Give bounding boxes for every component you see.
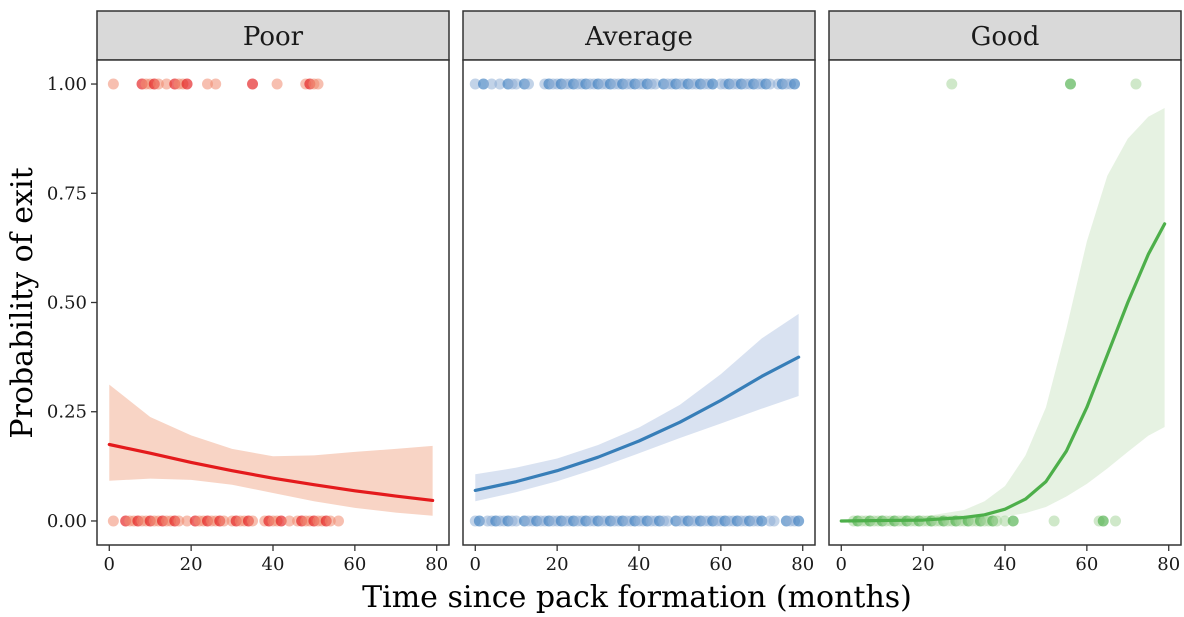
strip-label: Good bbox=[971, 22, 1040, 52]
data-point-stay bbox=[332, 515, 344, 527]
y-tick-label: 1.00 bbox=[47, 74, 87, 95]
data-point-stay bbox=[999, 515, 1011, 527]
data-point-stay bbox=[324, 515, 336, 527]
x-tick-label: 20 bbox=[546, 554, 569, 575]
x-tick-label: 40 bbox=[262, 554, 285, 575]
data-point-stay bbox=[283, 515, 295, 527]
data-point-exit bbox=[1064, 78, 1076, 90]
panel-good: Good 0 20 40 60 80 bbox=[828, 10, 1182, 575]
data-point-exit bbox=[789, 78, 801, 90]
y-tick-label: 0.50 bbox=[47, 293, 87, 314]
data-point-stay bbox=[793, 515, 805, 527]
plot-background bbox=[463, 60, 815, 545]
panel-average: Average 0 20 40 60 80 bbox=[462, 10, 816, 575]
data-point-exit bbox=[181, 78, 193, 90]
data-point-exit bbox=[946, 78, 958, 90]
data-point-stay bbox=[218, 515, 230, 527]
strip-label: Poor bbox=[243, 22, 304, 52]
data-point-stay bbox=[1097, 515, 1109, 527]
x-tick-label: 60 bbox=[1075, 554, 1098, 575]
panels-layer: Poor 0 20 40 60 80 Average 0 20 40 60 80 Good 0 20 40 60… bbox=[96, 10, 1182, 575]
x-tick-label: 0 bbox=[836, 554, 847, 575]
data-point-stay bbox=[756, 515, 768, 527]
data-point-exit bbox=[707, 78, 719, 90]
data-point-stay bbox=[107, 515, 119, 527]
fitted-line bbox=[473, 355, 801, 492]
x-tick-label: 20 bbox=[912, 554, 935, 575]
fitted-line bbox=[107, 442, 435, 503]
data-point-exit bbox=[152, 78, 164, 90]
data-point-stay bbox=[1007, 515, 1019, 527]
data-point-exit bbox=[510, 78, 522, 90]
x-tick-label: 20 bbox=[180, 554, 203, 575]
data-point-stay bbox=[275, 515, 287, 527]
confidence-band bbox=[109, 384, 433, 516]
data-point-exit bbox=[107, 78, 119, 90]
y-tick-label: 0.00 bbox=[47, 511, 87, 532]
data-point-exit bbox=[477, 78, 489, 90]
data-point-exit bbox=[486, 78, 498, 90]
strip-background bbox=[828, 10, 1182, 61]
data-point-stay bbox=[1048, 515, 1060, 527]
x-tick-label: 60 bbox=[343, 554, 366, 575]
data-point-stay bbox=[473, 515, 485, 527]
data-point-exit bbox=[210, 78, 222, 90]
data-point-exit bbox=[271, 78, 283, 90]
x-tick-label: 60 bbox=[709, 554, 732, 575]
x-tick-label: 80 bbox=[791, 554, 814, 575]
data-point-exit bbox=[649, 78, 661, 90]
y-tick-label: 0.75 bbox=[47, 183, 87, 204]
data-point-exit bbox=[494, 78, 506, 90]
x-axis-title: Time since pack formation (months) bbox=[362, 580, 912, 615]
x-tick-label: 80 bbox=[1157, 554, 1180, 575]
y-axis-title: Probability of exit bbox=[5, 167, 40, 438]
data-point-stay bbox=[1110, 515, 1122, 527]
y-tick-label: 0.25 bbox=[47, 402, 87, 423]
strip-label: Average bbox=[584, 22, 693, 52]
fitted-line bbox=[839, 222, 1167, 523]
panel-poor: Poor 0 20 40 60 80 bbox=[96, 10, 450, 575]
data-point-exit bbox=[764, 78, 776, 90]
y-axis: 0.00 0.25 0.50 0.75 1.00 bbox=[47, 74, 97, 532]
x-tick-label: 80 bbox=[425, 554, 448, 575]
data-point-exit bbox=[469, 78, 481, 90]
data-point-stay bbox=[510, 515, 522, 527]
data-point-exit bbox=[1130, 78, 1142, 90]
x-tick-label: 40 bbox=[994, 554, 1017, 575]
x-tick-label: 40 bbox=[628, 554, 651, 575]
data-point-exit bbox=[202, 78, 214, 90]
data-point-stay bbox=[991, 515, 1003, 527]
data-point-stay bbox=[247, 515, 259, 527]
confidence-band bbox=[841, 108, 1165, 521]
data-point-exit bbox=[247, 78, 259, 90]
data-point-stay bbox=[768, 515, 780, 527]
x-tick-label: 0 bbox=[470, 554, 481, 575]
data-point-exit bbox=[522, 78, 534, 90]
strip-background bbox=[462, 10, 816, 61]
data-point-exit bbox=[312, 78, 324, 90]
data-point-stay bbox=[173, 515, 185, 527]
data-point-stay bbox=[181, 515, 193, 527]
strip-background bbox=[96, 10, 450, 61]
data-point-stay bbox=[662, 515, 674, 527]
x-tick-label: 0 bbox=[104, 554, 115, 575]
data-point-exit bbox=[161, 78, 173, 90]
